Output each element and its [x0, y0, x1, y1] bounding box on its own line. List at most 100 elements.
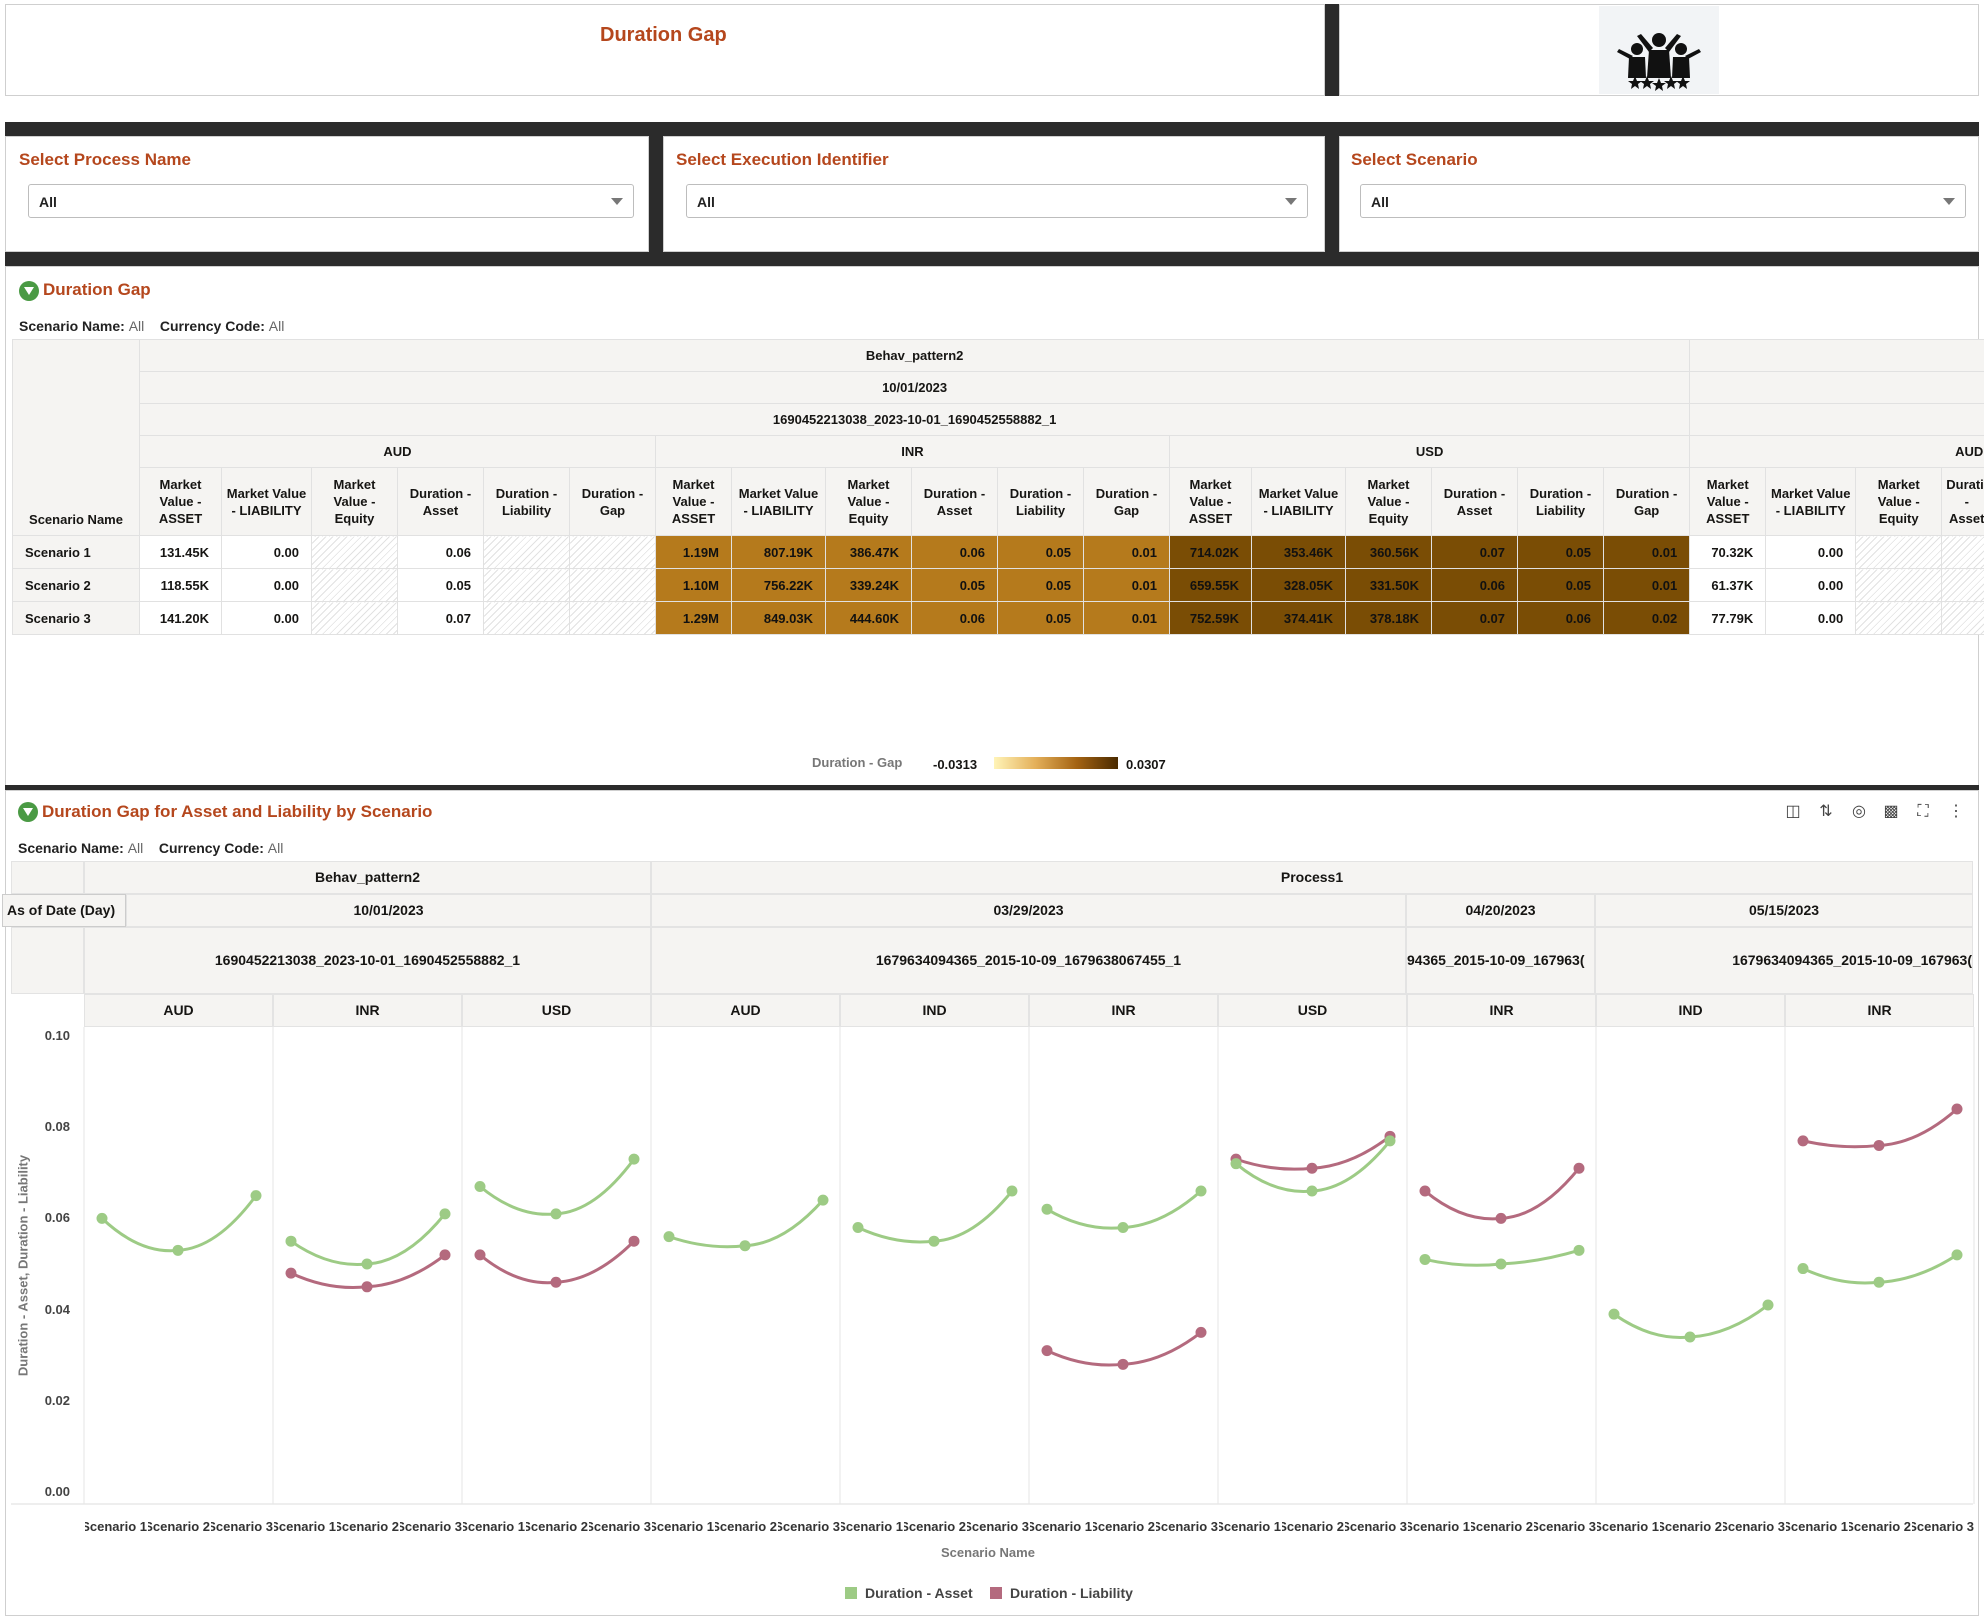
duration-asset-point[interactable]	[1608, 1308, 1620, 1320]
table-cell[interactable]: 0.06	[397, 535, 484, 569]
process-name-dropdown[interactable]: All	[28, 184, 634, 218]
table-cell[interactable]	[1855, 601, 1943, 635]
table-cell[interactable]: 0.01	[1083, 601, 1170, 635]
fullscreen-icon[interactable]: ⛶	[1917, 803, 1929, 820]
legend-item-liability[interactable]: Duration - Liability	[990, 1585, 1133, 1601]
table-cell[interactable]: 0.00	[1765, 601, 1857, 635]
table-cell[interactable]	[1855, 568, 1943, 602]
table-cell[interactable]: 0.05	[911, 568, 998, 602]
duration-liability-point[interactable]	[439, 1249, 451, 1261]
table-cell[interactable]	[311, 535, 398, 569]
table-cell[interactable]: 0.01	[1083, 568, 1170, 602]
duration-asset-point[interactable]	[250, 1190, 262, 1202]
table-cell[interactable]	[569, 601, 656, 635]
duration-asset-point[interactable]	[1873, 1276, 1885, 1288]
table-cell[interactable]: 353.46K	[1251, 535, 1346, 569]
table-cell[interactable]: 360.56K	[1345, 535, 1432, 569]
duration-asset-point[interactable]	[474, 1180, 486, 1192]
duration-asset-point[interactable]	[1573, 1244, 1585, 1256]
duration-liability-point[interactable]	[361, 1281, 373, 1293]
duration-asset-point[interactable]	[628, 1153, 640, 1165]
duration-liability-point[interactable]	[1951, 1103, 1963, 1115]
table-cell[interactable]: 0.07	[1431, 535, 1518, 569]
table-cell[interactable]: 714.02K	[1169, 535, 1252, 569]
filter-icon[interactable]	[18, 802, 38, 822]
table-cell[interactable]	[569, 535, 656, 569]
table-cell[interactable]: 77.79K	[1689, 601, 1767, 635]
duration-liability-point[interactable]	[550, 1276, 562, 1288]
duration-asset-point[interactable]	[1419, 1253, 1431, 1265]
duration-asset-point[interactable]	[817, 1194, 829, 1206]
duration-asset-point[interactable]	[1951, 1249, 1963, 1261]
table-cell[interactable]	[483, 568, 570, 602]
duration-liability-point[interactable]	[285, 1267, 297, 1279]
duration-asset-point[interactable]	[1117, 1222, 1129, 1234]
table-cell[interactable]: 807.19K	[731, 535, 826, 569]
duration-asset-point[interactable]	[1230, 1158, 1242, 1170]
table-cell[interactable]: 0.05	[397, 568, 484, 602]
table-cell[interactable]: 0.05	[997, 535, 1084, 569]
duration-liability-point[interactable]	[1195, 1326, 1207, 1338]
duration-liability-point[interactable]	[1873, 1139, 1885, 1151]
chevron-down-icon[interactable]	[1943, 198, 1955, 205]
table-cell[interactable]: 0.00	[221, 568, 312, 602]
chevron-down-icon[interactable]	[1285, 198, 1297, 205]
table-cell[interactable]: 374.41K	[1251, 601, 1346, 635]
table-cell[interactable]	[1941, 601, 1984, 635]
table-cell[interactable]	[1941, 568, 1984, 602]
duration-asset-point[interactable]	[1495, 1258, 1507, 1270]
table-cell[interactable]	[311, 601, 398, 635]
duration-asset-point[interactable]	[1006, 1185, 1018, 1197]
table-cell[interactable]: 0.05	[1517, 568, 1604, 602]
duration-liability-point[interactable]	[1797, 1135, 1809, 1147]
duration-asset-point[interactable]	[1797, 1263, 1809, 1275]
duration-asset-point[interactable]	[172, 1244, 184, 1256]
duration-asset-point[interactable]	[1041, 1203, 1053, 1215]
duration-liability-point[interactable]	[1495, 1212, 1507, 1224]
table-cell[interactable]: 756.22K	[731, 568, 826, 602]
table-cell[interactable]: 339.24K	[825, 568, 912, 602]
duration-liability-point[interactable]	[1041, 1345, 1053, 1357]
table-cell[interactable]: 0.06	[911, 535, 998, 569]
table-cell[interactable]: 752.59K	[1169, 601, 1252, 635]
table-cell[interactable]: 0.01	[1602, 535, 1691, 569]
table-cell[interactable]	[311, 568, 398, 602]
duration-liability-point[interactable]	[1573, 1162, 1585, 1174]
table-cell[interactable]	[569, 568, 656, 602]
table-cell[interactable]: 0.06	[911, 601, 998, 635]
duration-asset-point[interactable]	[1195, 1185, 1207, 1197]
scenario-dropdown[interactable]: All	[1360, 184, 1966, 218]
table-cell[interactable]: 0.00	[221, 535, 312, 569]
table-cell[interactable]: 1.10M	[655, 568, 732, 602]
duration-asset-point[interactable]	[1306, 1185, 1318, 1197]
table-cell[interactable]	[1941, 535, 1984, 569]
duration-asset-point[interactable]	[663, 1231, 675, 1243]
table-cell[interactable]: 0.06	[1517, 601, 1604, 635]
more-options-icon[interactable]: ⋮	[1948, 803, 1964, 820]
table-cell[interactable]	[483, 535, 570, 569]
table-cell[interactable]: 849.03K	[731, 601, 826, 635]
duration-asset-point[interactable]	[1684, 1331, 1696, 1343]
execution-identifier-dropdown[interactable]: All	[686, 184, 1308, 218]
table-cell[interactable]: 0.02	[1602, 601, 1691, 635]
table-cell[interactable]: 659.55K	[1169, 568, 1252, 602]
duration-asset-point[interactable]	[928, 1235, 940, 1247]
table-cell[interactable]: 0.05	[997, 568, 1084, 602]
duration-asset-point[interactable]	[852, 1222, 864, 1234]
duration-asset-point[interactable]	[361, 1258, 373, 1270]
table-cell[interactable]: 328.05K	[1251, 568, 1346, 602]
table-cell[interactable]: 378.18K	[1345, 601, 1432, 635]
target-icon[interactable]: ◎	[1852, 803, 1866, 820]
table-cell[interactable]: 61.37K	[1689, 568, 1767, 602]
table-cell[interactable]: 444.60K	[825, 601, 912, 635]
filter-icon[interactable]	[19, 281, 39, 301]
duration-liability-point[interactable]	[474, 1249, 486, 1261]
table-cell[interactable]: 0.07	[397, 601, 484, 635]
table-cell[interactable]: 0.05	[1517, 535, 1604, 569]
sort-icon[interactable]: ⇅	[1819, 803, 1833, 820]
duration-asset-point[interactable]	[550, 1208, 562, 1220]
duration-asset-point[interactable]	[439, 1208, 451, 1220]
duration-liability-point[interactable]	[1117, 1358, 1129, 1370]
duration-liability-point[interactable]	[628, 1235, 640, 1247]
table-cell[interactable]: 0.07	[1431, 601, 1518, 635]
